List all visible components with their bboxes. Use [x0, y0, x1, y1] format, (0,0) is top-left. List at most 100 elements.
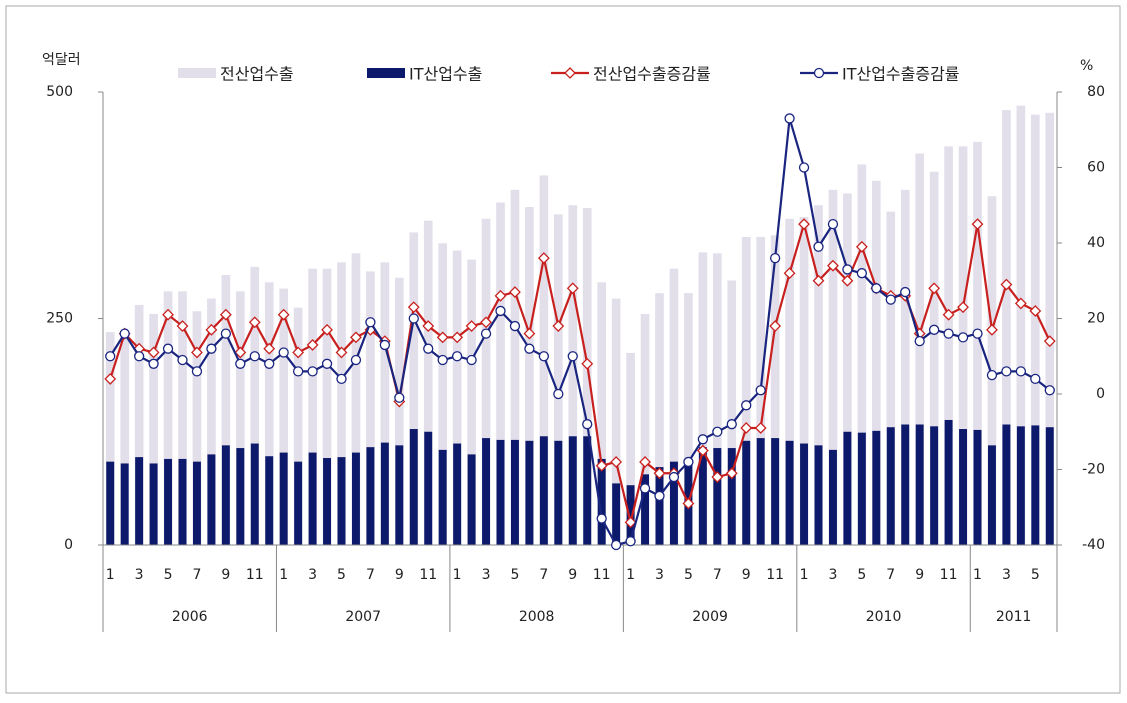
bar: [1031, 425, 1040, 545]
legend-label: 전산업수출: [220, 65, 294, 84]
line-marker: [495, 305, 506, 317]
bar: [250, 443, 259, 545]
bar: [886, 427, 895, 545]
bar: [322, 268, 332, 545]
bar: [583, 436, 592, 545]
line-marker: [900, 286, 911, 298]
line-marker: [494, 289, 507, 302]
group-label: 2008: [519, 609, 555, 625]
bar: [221, 275, 231, 545]
bar: [1002, 424, 1011, 545]
bar: [351, 452, 360, 545]
bar: [120, 463, 129, 545]
bar: [901, 424, 910, 545]
bar: [424, 431, 433, 545]
y2-axis-label: %: [1080, 58, 1093, 74]
line-marker: [249, 351, 260, 362]
line-marker: [986, 369, 998, 381]
bar: [525, 440, 534, 545]
line-marker: [248, 316, 261, 329]
line-marker: [509, 320, 521, 332]
line-marker: [235, 358, 246, 369]
x-tick-label: 11: [766, 567, 784, 583]
bar: [973, 141, 982, 545]
line-marker: [263, 342, 276, 355]
bar: [785, 440, 794, 545]
bar: [641, 474, 650, 545]
bar: [727, 448, 736, 545]
bar: [510, 189, 520, 545]
bar: [611, 298, 621, 545]
x-tick-label: 7: [366, 567, 375, 583]
bar: [163, 291, 173, 545]
bar: [482, 438, 491, 545]
line-marker: [350, 331, 362, 344]
line-marker: [292, 366, 304, 377]
bar: [308, 452, 317, 545]
bar: [828, 449, 837, 545]
line-marker: [1015, 366, 1027, 377]
line-marker: [379, 339, 391, 351]
line-marker: [423, 343, 434, 354]
line-marker: [394, 392, 405, 403]
line-marker: [726, 419, 737, 430]
bar: [134, 304, 144, 545]
line-marker: [783, 267, 796, 280]
bar: [655, 293, 664, 545]
line-marker: [336, 373, 347, 385]
bar: [510, 439, 519, 545]
bar: [337, 262, 346, 545]
bar: [235, 291, 245, 545]
bar: [1002, 110, 1011, 546]
legend-marker: [813, 67, 825, 79]
bar: [785, 218, 794, 545]
x-tick-label: 11: [593, 567, 611, 583]
x-tick-label: 5: [1031, 567, 1040, 583]
x-tick-label: 9: [742, 567, 751, 583]
line-marker: [769, 252, 781, 264]
bar: [900, 189, 910, 545]
x-tick-label: 11: [419, 567, 437, 583]
x-tick-label: 3: [828, 567, 837, 583]
line-marker: [408, 313, 419, 324]
x-tick-label: 3: [482, 567, 491, 583]
line-marker: [856, 268, 868, 279]
x-tick-label: 1: [973, 567, 982, 583]
y-axis-label: 억달러: [42, 52, 81, 68]
y2-tick-label: 40: [1087, 235, 1105, 251]
line-marker: [567, 351, 578, 362]
bar: [828, 189, 838, 545]
line-marker: [986, 323, 998, 336]
line-marker: [133, 351, 145, 362]
bar: [351, 253, 361, 545]
x-tick-label: 3: [1002, 567, 1011, 583]
line-marker: [957, 301, 969, 314]
bar: [597, 282, 607, 545]
bar: [655, 467, 664, 545]
line-marker: [191, 346, 203, 359]
line-marker: [234, 346, 247, 359]
line-marker: [422, 320, 435, 332]
x-tick-label: 7: [539, 567, 548, 583]
y2-tick-label: 0: [1096, 386, 1105, 402]
line-marker: [885, 294, 896, 305]
bar: [1016, 105, 1026, 545]
line-marker: [855, 240, 868, 253]
bar: [872, 430, 881, 545]
line-marker: [407, 301, 420, 314]
line-marker: [105, 351, 116, 362]
bar: [164, 458, 173, 545]
line-marker: [264, 358, 275, 369]
bar: [452, 250, 462, 546]
bar: [843, 431, 852, 545]
x-tick-label: 7: [713, 567, 722, 583]
bar: [973, 429, 982, 545]
bar: [554, 440, 563, 545]
line-marker: [1044, 385, 1055, 396]
bar: [857, 164, 867, 546]
bar: [771, 438, 780, 545]
bar: [120, 336, 130, 545]
line-marker: [1001, 366, 1012, 377]
group-label: 2011: [996, 609, 1032, 625]
bar: [1016, 426, 1025, 545]
